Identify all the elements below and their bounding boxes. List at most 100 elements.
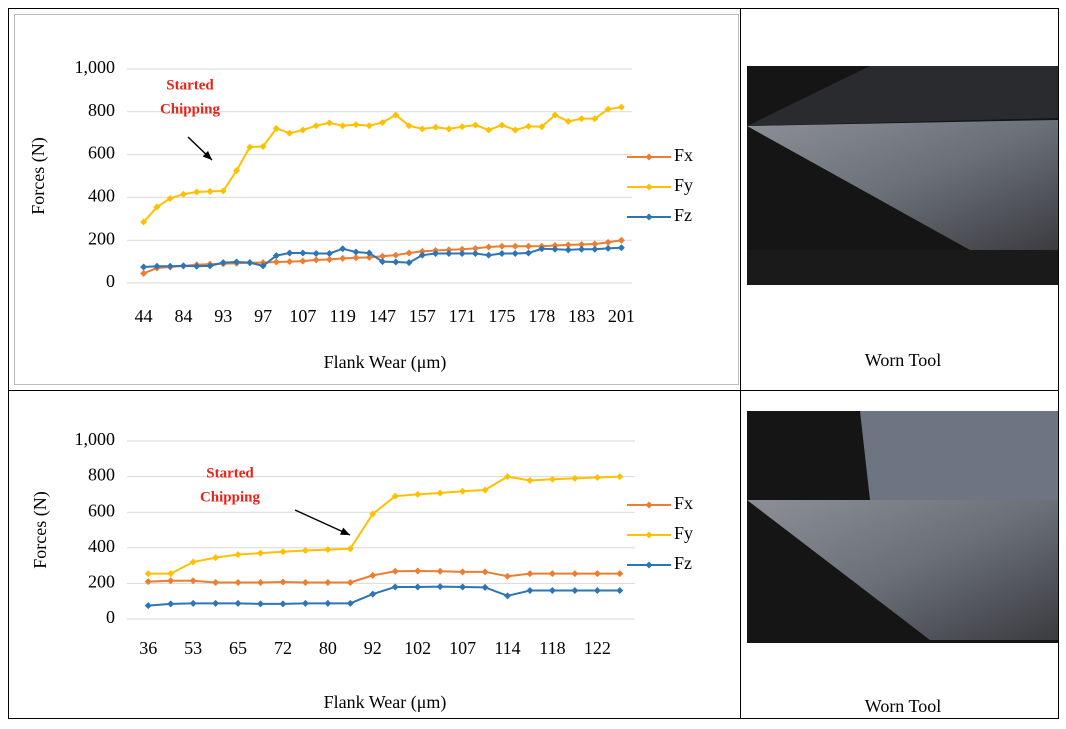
- data-point: [504, 592, 511, 599]
- data-point: [565, 118, 572, 125]
- data-point: [498, 250, 505, 257]
- x-tick-label: 93: [214, 306, 232, 326]
- data-point: [437, 583, 444, 590]
- data-point: [257, 550, 264, 557]
- figure: Worn Tool Worn Tool 02004006008001,00044…: [0, 0, 1066, 724]
- data-point: [616, 570, 623, 577]
- data-point: [140, 263, 147, 270]
- data-point: [212, 579, 219, 586]
- data-point: [549, 587, 556, 594]
- y-tick-label: 1,000: [75, 429, 116, 449]
- data-point: [594, 587, 601, 594]
- data-point: [313, 250, 320, 257]
- data-point: [145, 602, 152, 609]
- data-point: [220, 259, 227, 266]
- x-tick-label: 107: [449, 638, 476, 658]
- data-point: [432, 124, 439, 131]
- legend-marker: [646, 502, 653, 509]
- data-point: [437, 489, 444, 496]
- data-point: [257, 600, 264, 607]
- data-point: [485, 252, 492, 259]
- data-point: [445, 125, 452, 132]
- data-point: [485, 244, 492, 251]
- data-point: [235, 551, 242, 558]
- x-tick-label: 178: [528, 306, 555, 326]
- legend-label: Fy: [674, 175, 693, 195]
- data-point: [145, 578, 152, 585]
- annotation: Started: [206, 465, 254, 481]
- y-tick-label: 200: [88, 572, 115, 592]
- data-point: [279, 578, 286, 585]
- data-point: [352, 248, 359, 255]
- data-point: [324, 579, 331, 586]
- legend-label: Fz: [674, 553, 692, 573]
- data-point: [257, 579, 264, 586]
- y-tick-label: 0: [106, 271, 115, 291]
- data-point: [206, 188, 213, 195]
- data-point: [618, 237, 625, 244]
- data-point: [498, 243, 505, 250]
- tool-photo: [747, 66, 1058, 285]
- x-tick-label: 118: [539, 638, 565, 658]
- data-point: [552, 246, 559, 253]
- data-point: [167, 570, 174, 577]
- data-point: [339, 255, 346, 262]
- data-point: [526, 570, 533, 577]
- y-tick-label: 600: [88, 500, 115, 520]
- data-point: [414, 567, 421, 574]
- series-line: [148, 587, 620, 606]
- x-tick-label: 201: [608, 306, 635, 326]
- data-point: [212, 554, 219, 561]
- data-point: [286, 250, 293, 257]
- data-point: [605, 245, 612, 252]
- x-tick-label: 97: [254, 306, 272, 326]
- legend-label: Fx: [674, 493, 693, 513]
- data-point: [512, 250, 519, 257]
- data-point: [246, 259, 253, 266]
- data-point: [299, 250, 306, 257]
- data-point: [286, 258, 293, 265]
- data-point: [618, 244, 625, 251]
- data-point: [233, 259, 240, 266]
- y-tick-label: 400: [88, 186, 115, 206]
- y-tick-label: 600: [88, 143, 115, 163]
- x-tick-label: 102: [404, 638, 431, 658]
- data-point: [347, 600, 354, 607]
- data-point: [485, 126, 492, 133]
- data-point: [235, 579, 242, 586]
- x-tick-label: 114: [494, 638, 520, 658]
- x-tick-label: 147: [369, 306, 396, 326]
- data-point: [286, 130, 293, 137]
- legend-marker: [646, 562, 653, 569]
- data-point: [591, 246, 598, 253]
- data-point: [190, 559, 197, 566]
- data-point: [313, 256, 320, 263]
- data-point: [299, 258, 306, 265]
- data-point: [578, 115, 585, 122]
- x-tick-label: 44: [135, 306, 153, 326]
- data-point: [578, 246, 585, 253]
- data-point: [352, 121, 359, 128]
- x-tick-label: 157: [409, 306, 436, 326]
- data-point: [369, 591, 376, 598]
- data-point: [326, 256, 333, 263]
- data-point: [616, 473, 623, 480]
- legend-marker: [646, 154, 653, 161]
- data-point: [594, 474, 601, 481]
- data-point: [459, 488, 466, 495]
- data-point: [339, 245, 346, 252]
- data-point: [392, 583, 399, 590]
- data-point: [145, 570, 152, 577]
- x-tick-label: 36: [139, 638, 157, 658]
- x-tick-label: 72: [274, 638, 292, 658]
- data-point: [392, 568, 399, 575]
- data-point: [459, 568, 466, 575]
- data-point: [273, 259, 280, 266]
- data-point: [459, 583, 466, 590]
- annotation: Chipping: [160, 101, 221, 117]
- y-tick-label: 800: [88, 100, 115, 120]
- data-point: [445, 250, 452, 257]
- data-point: [459, 250, 466, 257]
- series-line: [148, 571, 620, 583]
- x-tick-label: 183: [568, 306, 595, 326]
